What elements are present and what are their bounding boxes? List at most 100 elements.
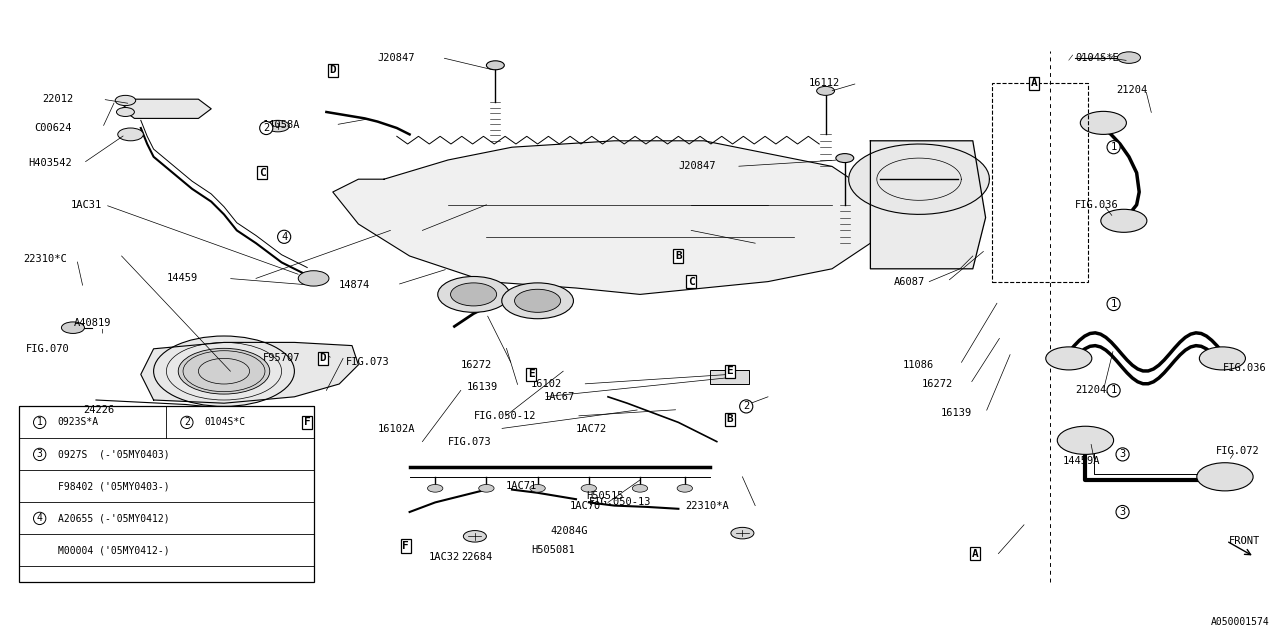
Circle shape [1117, 52, 1140, 63]
Text: E: E [527, 369, 535, 380]
Circle shape [677, 484, 692, 492]
Circle shape [836, 154, 854, 163]
Text: 16272: 16272 [922, 379, 952, 389]
Text: B: B [675, 251, 682, 261]
Text: H50515: H50515 [586, 491, 623, 501]
Text: 0104S*E: 0104S*E [1075, 52, 1119, 63]
Text: 14058A: 14058A [262, 120, 300, 130]
Circle shape [1046, 347, 1092, 370]
Text: D: D [319, 353, 326, 364]
Text: 1: 1 [37, 417, 42, 428]
Circle shape [115, 95, 136, 106]
Text: 22684: 22684 [461, 552, 492, 562]
Text: 1AC32: 1AC32 [429, 552, 460, 562]
Circle shape [463, 531, 486, 542]
Text: 2: 2 [264, 123, 269, 133]
Text: 22012: 22012 [42, 94, 73, 104]
Circle shape [451, 283, 497, 306]
Text: C00624: C00624 [35, 123, 72, 133]
Text: 14459: 14459 [166, 273, 197, 284]
Text: E: E [726, 366, 733, 376]
Text: 3: 3 [1120, 507, 1125, 517]
Circle shape [298, 271, 329, 286]
Text: 24226: 24226 [83, 404, 114, 415]
Circle shape [61, 322, 84, 333]
Circle shape [1197, 463, 1253, 491]
Text: 11086: 11086 [902, 360, 933, 370]
Text: A40819: A40819 [74, 318, 111, 328]
Circle shape [116, 108, 134, 116]
Text: FIG.072: FIG.072 [1216, 446, 1260, 456]
Text: C: C [259, 168, 266, 178]
Circle shape [515, 289, 561, 312]
Text: F95707: F95707 [262, 353, 300, 364]
Polygon shape [870, 141, 986, 269]
Text: 1: 1 [1111, 385, 1116, 396]
Text: 1AC31: 1AC31 [70, 200, 101, 210]
Text: FIG.036: FIG.036 [1222, 363, 1266, 373]
Text: 1AC70: 1AC70 [570, 500, 600, 511]
Text: F: F [402, 541, 410, 551]
Circle shape [438, 276, 509, 312]
Circle shape [428, 484, 443, 492]
Text: FIG.036: FIG.036 [1075, 200, 1119, 210]
Circle shape [154, 336, 294, 406]
Text: 1: 1 [1111, 299, 1116, 309]
Text: F98402 ('05MY0403-): F98402 ('05MY0403-) [58, 481, 169, 492]
Text: 1AC71: 1AC71 [506, 481, 536, 492]
Text: J20847: J20847 [378, 52, 415, 63]
Circle shape [502, 283, 573, 319]
Text: 21204A: 21204A [1075, 385, 1112, 396]
Circle shape [1057, 426, 1114, 454]
Text: FIG.070: FIG.070 [26, 344, 69, 354]
Text: 3: 3 [37, 449, 42, 460]
Text: 16139: 16139 [941, 408, 972, 418]
Circle shape [581, 484, 596, 492]
Text: 16102: 16102 [531, 379, 562, 389]
Text: J20847: J20847 [678, 161, 716, 172]
Text: FRONT: FRONT [1229, 536, 1260, 546]
Bar [992, 83, 1088, 282]
Text: 2: 2 [184, 417, 189, 428]
Text: 1: 1 [1111, 142, 1116, 152]
Bar [19, 406, 314, 582]
Text: B: B [726, 414, 733, 424]
Text: A20655 (-'05MY0412): A20655 (-'05MY0412) [58, 513, 169, 524]
Circle shape [817, 86, 835, 95]
Text: FIG.073: FIG.073 [448, 436, 492, 447]
Text: H403542: H403542 [28, 158, 72, 168]
Text: 1AC72: 1AC72 [576, 424, 607, 434]
Circle shape [632, 484, 648, 492]
Polygon shape [849, 144, 989, 214]
Text: A: A [972, 548, 979, 559]
Text: 16272: 16272 [461, 360, 492, 370]
Polygon shape [333, 141, 870, 294]
Text: 4: 4 [37, 513, 42, 524]
Bar [710, 370, 749, 384]
Text: 1AC67: 1AC67 [544, 392, 575, 402]
Text: 42084G: 42084G [550, 526, 588, 536]
Text: 14459A: 14459A [1062, 456, 1100, 466]
Text: H505081: H505081 [531, 545, 575, 556]
Circle shape [1199, 347, 1245, 370]
Circle shape [1080, 111, 1126, 134]
Text: FIG.073: FIG.073 [346, 356, 389, 367]
Circle shape [486, 61, 504, 70]
Text: FIG.050-13: FIG.050-13 [589, 497, 652, 508]
Text: A6087: A6087 [893, 276, 924, 287]
Text: F: F [303, 417, 311, 428]
Text: M00004 ('05MY0412-): M00004 ('05MY0412-) [58, 545, 169, 556]
Text: 2: 2 [744, 401, 749, 412]
Text: 0923S*A: 0923S*A [58, 417, 99, 428]
Circle shape [1101, 209, 1147, 232]
Circle shape [479, 484, 494, 492]
Text: A050001574: A050001574 [1211, 617, 1270, 627]
Text: 4: 4 [282, 232, 287, 242]
Text: C: C [687, 276, 695, 287]
Text: 16112: 16112 [809, 78, 840, 88]
Circle shape [530, 484, 545, 492]
Text: 3: 3 [1120, 449, 1125, 460]
Polygon shape [141, 342, 358, 403]
Text: D: D [329, 65, 337, 76]
Text: 22310*C: 22310*C [23, 254, 67, 264]
